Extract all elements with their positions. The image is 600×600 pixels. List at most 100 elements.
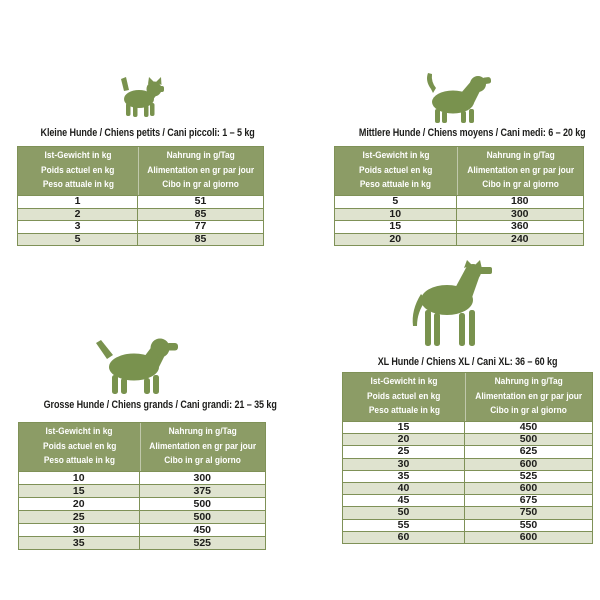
weight-cell: 15 <box>335 221 457 233</box>
column-header-food: Nahrung in g/Tag Alimentation en gr par … <box>138 147 263 195</box>
table-header: Ist-Gewicht in kg Poids actuel en kg Pes… <box>19 423 265 471</box>
feeding-table-xl: Ist-Gewicht in kg Poids actuel en kg Pes… <box>342 372 593 544</box>
table-row: 20 240 <box>335 232 583 245</box>
food-cell: 360 <box>510 221 529 232</box>
weight-cell: 40 <box>343 482 465 495</box>
table-header: Ist-Gewicht in kg Poids actuel en kg Pes… <box>335 147 583 195</box>
food-cell: 300 <box>193 472 212 484</box>
food-cell: 85 <box>194 208 207 220</box>
table-row: 2 85 <box>18 207 263 220</box>
food-cell: 550 <box>519 519 538 531</box>
table-row: 35 525 <box>19 536 265 549</box>
table-body: 15 450 20 500 25 625 30 600 35 525 <box>343 421 592 543</box>
food-cell: 500 <box>193 498 212 510</box>
table-row: 60 600 <box>343 530 592 543</box>
table-row: 20 500 <box>19 497 265 510</box>
column-header-weight: Ist-Gewicht in kg Poids actuel en kg Pes… <box>367 376 441 417</box>
food-cell: 180 <box>510 196 529 207</box>
food-cell: 500 <box>519 434 538 446</box>
column-header-food: Nahrung in g/Tag Alimentation en gr par … <box>456 147 583 195</box>
food-cell: 600 <box>519 482 538 494</box>
table-row: 5 180 <box>335 195 583 208</box>
section-title: Mittlere Hunde / Chiens moyens / Cani me… <box>358 127 586 139</box>
weight-cell: 2 <box>18 208 139 220</box>
weight-cell: 15 <box>343 422 465 434</box>
table-body: 5 180 10 300 15 360 20 240 <box>335 195 583 245</box>
food-cell: 450 <box>193 524 212 536</box>
section-title: Grosse Hunde / Chiens grands / Cani gran… <box>43 399 277 411</box>
weight-cell: 1 <box>18 196 139 208</box>
column-header-weight: Ist-Gewicht in kg Poids actuel en kg Pes… <box>359 150 433 191</box>
food-cell: 375 <box>193 485 212 497</box>
food-cell: 450 <box>519 422 538 433</box>
food-cell: 240 <box>510 233 529 245</box>
table-body: 1 51 2 85 3 77 5 85 <box>18 195 263 245</box>
table-row: 15 360 <box>335 220 583 233</box>
food-cell: 500 <box>193 511 212 523</box>
weight-cell: 5 <box>335 196 457 208</box>
table-row: 10 300 <box>19 471 265 484</box>
feeding-table-large: Ist-Gewicht in kg Poids actuel en kg Pes… <box>18 422 266 550</box>
weight-cell: 10 <box>335 208 457 220</box>
section-title: Kleine Hunde / Chiens petits / Cani picc… <box>40 127 255 139</box>
table-header: Ist-Gewicht in kg Poids actuel en kg Pes… <box>343 373 592 421</box>
weight-cell: 35 <box>343 470 465 482</box>
weight-cell: 55 <box>343 519 465 531</box>
table-row: 40 600 <box>343 481 592 495</box>
weight-cell: 3 <box>18 221 139 233</box>
weight-cell: 30 <box>19 524 140 536</box>
weight-cell: 30 <box>343 458 465 470</box>
food-cell: 675 <box>519 495 538 507</box>
table-row: 30 600 <box>343 457 592 470</box>
weight-cell: 20 <box>335 233 457 245</box>
column-header-food: Nahrung in g/Tag Alimentation en gr par … <box>139 423 265 471</box>
table-row: 1 51 <box>18 195 263 208</box>
feeding-table-small: Ist-Gewicht in kg Poids actuel en kg Pes… <box>17 146 264 246</box>
food-cell: 525 <box>193 537 212 549</box>
table-row: 10 300 <box>335 207 583 220</box>
small-dog-icon <box>118 77 164 117</box>
weight-cell: 10 <box>19 472 140 484</box>
table-row: 35 525 <box>343 469 592 482</box>
weight-cell: 60 <box>343 531 465 543</box>
column-header-weight: Ist-Gewicht in kg Poids actuel en kg Pes… <box>42 426 116 467</box>
column-header-food: Nahrung in g/Tag Alimentation en gr par … <box>465 373 592 421</box>
table-row: 50 750 <box>343 506 592 519</box>
weight-cell: 25 <box>343 446 465 458</box>
weight-cell: 5 <box>18 233 139 245</box>
weight-cell: 15 <box>19 485 140 497</box>
food-cell: 51 <box>194 196 207 207</box>
table-row: 55 550 <box>343 518 592 531</box>
weight-cell: 45 <box>343 495 465 507</box>
food-cell: 600 <box>519 531 538 543</box>
table-body: 10 300 15 375 20 500 25 500 30 450 <box>19 471 265 549</box>
medium-dog-icon <box>421 71 491 123</box>
table-row: 30 450 <box>19 523 265 536</box>
table-row: 45 675 <box>343 494 592 507</box>
table-row: 15 375 <box>19 484 265 497</box>
food-cell: 750 <box>519 507 538 519</box>
table-row: 20 500 <box>343 433 592 446</box>
food-cell: 525 <box>519 470 538 482</box>
food-cell: 300 <box>510 208 529 220</box>
section-title: XL Hunde / Chiens XL / Cani XL: 36 – 60 … <box>377 356 558 368</box>
weight-cell: 25 <box>19 511 140 523</box>
weight-cell: 20 <box>343 434 465 446</box>
table-row: 25 500 <box>19 510 265 523</box>
table-row: 25 625 <box>343 445 592 458</box>
food-cell: 85 <box>194 233 207 245</box>
table-row: 15 450 <box>343 421 592 434</box>
table-row: 5 85 <box>18 232 263 245</box>
table-header: Ist-Gewicht in kg Poids actuel en kg Pes… <box>18 147 263 195</box>
food-cell: 77 <box>194 221 207 232</box>
feeding-table-medium: Ist-Gewicht in kg Poids actuel en kg Pes… <box>334 146 584 246</box>
weight-cell: 50 <box>343 507 465 519</box>
food-cell: 600 <box>519 458 538 470</box>
weight-cell: 35 <box>19 537 140 549</box>
xl-dog-icon <box>409 260 501 347</box>
large-dog-icon <box>94 331 178 395</box>
table-row: 3 77 <box>18 220 263 233</box>
food-cell: 625 <box>519 446 538 458</box>
weight-cell: 20 <box>19 498 140 510</box>
